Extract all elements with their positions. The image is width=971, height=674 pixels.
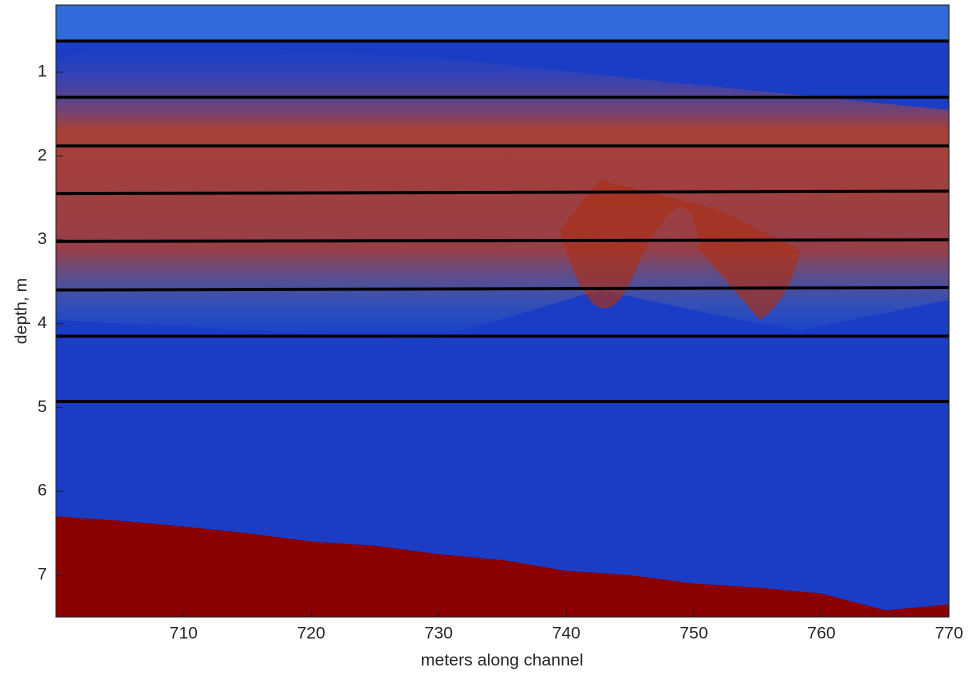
y-tick-label: 1 xyxy=(38,62,47,81)
y-tick-label: 2 xyxy=(38,145,47,164)
x-axis-label: meters along channel xyxy=(421,650,584,669)
x-tick-label: 740 xyxy=(552,623,580,642)
x-tick-label: 710 xyxy=(169,623,197,642)
axes-frame xyxy=(55,4,950,618)
y-axis-label: depth, m xyxy=(11,278,30,344)
plot-area xyxy=(56,5,949,617)
y-tick-label: 6 xyxy=(38,481,47,500)
y-tick-label: 4 xyxy=(38,313,47,332)
x-tick-label: 720 xyxy=(297,623,325,642)
contour-line xyxy=(56,238,949,243)
contour-line xyxy=(56,286,949,292)
seabed xyxy=(56,516,949,617)
scatter-layer xyxy=(560,180,800,320)
surface-noise xyxy=(56,5,949,40)
x-tick-label: 770 xyxy=(935,623,963,642)
x-tick-label: 760 xyxy=(807,623,835,642)
y-tick-label: 3 xyxy=(38,229,47,248)
x-tick-label: 730 xyxy=(425,623,453,642)
x-tick-label: 750 xyxy=(680,623,708,642)
y-tick-label: 5 xyxy=(38,397,47,416)
y-tick-label: 7 xyxy=(38,565,47,584)
contour-line xyxy=(56,189,949,196)
